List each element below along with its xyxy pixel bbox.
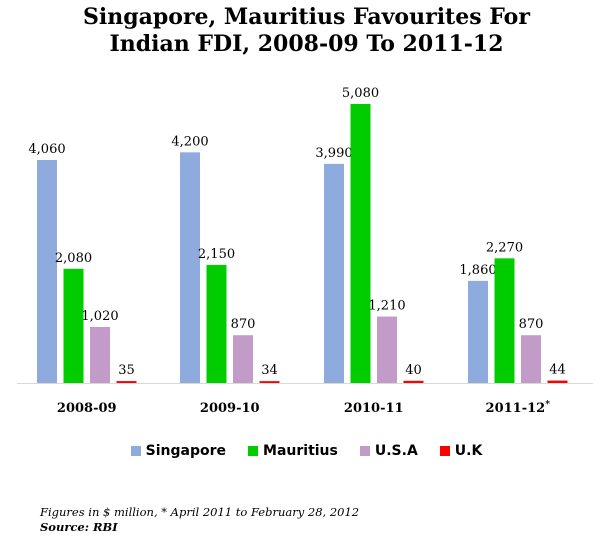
category-label-2008-09: 2008-09 [57,401,117,416]
footnote-source: Source: RBI [40,520,118,534]
bar-usa-2009-10 [233,335,253,383]
bar-usa-2008-09 [90,326,110,383]
bar-mauritius-2010-11 [350,104,371,383]
legend-item-uk: U.K [439,443,483,459]
bar-usa-2010-11 [377,316,397,383]
bar-singapore-2008-09 [37,160,57,383]
data-label-usa-2009-10: 870 [231,317,256,332]
bar-mauritius-2009-10 [206,264,227,383]
data-label-usa-2011-12: 870 [519,317,544,332]
bar-singapore-2011-12 [468,280,488,383]
bar-singapore-2009-10 [180,152,200,383]
legend-swatch [359,446,370,456]
data-label-uk-2009-10: 34 [261,363,278,378]
bar-uk-2011-12 [547,380,568,383]
chart-title: Singapore, Mauritius Favourites For Indi… [0,4,613,58]
data-label-uk-2011-12: 44 [549,363,566,378]
data-label-singapore-2009-10: 4,200 [171,134,208,149]
bar-uk-2009-10 [259,381,280,383]
chart-title-line-1: Singapore, Mauritius Favourites For [83,4,530,30]
category-label-2011-12: 2011-12* [486,400,551,416]
footnote: Figures in $ million, * April 2011 to Fe… [40,505,359,535]
legend-item-mauritius: Mauritius [248,443,338,459]
legend-swatch [248,446,259,456]
data-label-mauritius-2011-12: 2,270 [486,240,523,255]
legend-swatch [130,446,141,456]
legend-swatch [439,446,450,456]
data-label-singapore-2008-09: 4,060 [28,142,65,157]
bar-uk-2008-09 [116,381,137,383]
bar-singapore-2010-11 [324,163,344,383]
data-label-usa-2010-11: 1,210 [368,299,405,314]
data-label-uk-2008-09: 35 [118,363,135,378]
category-label-2009-10: 2009-10 [200,401,260,416]
legend-label: Mauritius [263,443,338,459]
legend-item-singapore: Singapore [130,443,227,459]
chart-title-line-2: Indian FDI, 2008-09 To 2011-12 [109,31,504,57]
bar-uk-2010-11 [403,380,424,383]
legend-item-usa: U.S.A [359,443,418,459]
legend-label: U.S.A [374,443,418,459]
legend: Singapore Mauritius U.S.A U.K [0,443,613,459]
bar-usa-2011-12 [521,335,541,383]
legend-label: Singapore [145,443,227,459]
category-label-2010-11: 2010-11 [344,401,404,416]
data-label-mauritius-2010-11: 5,080 [342,86,379,101]
bar-mauritius-2008-09 [63,268,84,383]
data-label-singapore-2010-11: 3,990 [315,146,352,161]
data-label-mauritius-2009-10: 2,150 [198,247,235,262]
data-label-uk-2010-11: 40 [405,363,422,378]
data-label-usa-2008-09: 1,020 [81,309,118,324]
data-label-singapore-2011-12: 1,860 [459,263,496,278]
legend-label: U.K [454,443,483,459]
bar-mauritius-2011-12 [494,258,515,383]
footnote-note: Figures in $ million, * April 2011 to Fe… [40,505,360,519]
data-label-mauritius-2008-09: 2,080 [55,251,92,266]
